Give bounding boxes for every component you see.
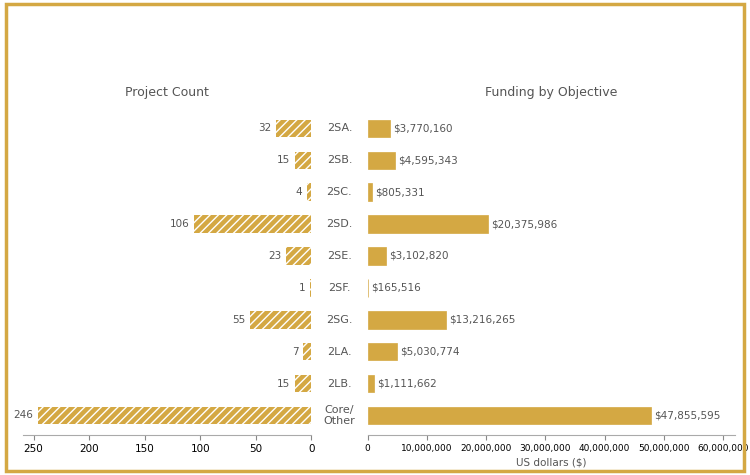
Text: $1,111,662: $1,111,662 [377, 379, 436, 389]
Text: 1: 1 [299, 283, 306, 293]
Text: 15: 15 [277, 155, 290, 165]
Bar [194, 215, 311, 233]
Text: 2SF.: 2SF. [328, 283, 350, 293]
Bar [368, 407, 651, 424]
Text: 55: 55 [232, 315, 246, 325]
Text: Funding by Objective: Funding by Objective [485, 86, 617, 99]
Text: 15: 15 [277, 379, 290, 389]
Text: $5,030,774: $5,030,774 [400, 347, 460, 357]
Text: 246: 246 [13, 410, 34, 420]
Text: 2SD.: 2SD. [326, 219, 352, 229]
Text: 2LB.: 2LB. [327, 379, 352, 389]
Bar [304, 343, 311, 361]
Text: 23: 23 [268, 251, 281, 261]
Bar [368, 152, 394, 169]
Bar [368, 183, 372, 201]
X-axis label: US dollars ($): US dollars ($) [516, 457, 586, 467]
Bar [307, 183, 311, 201]
Text: $13,216,265: $13,216,265 [448, 315, 515, 325]
Bar [368, 311, 446, 329]
Text: 2014: 2014 [352, 20, 398, 38]
Text: 2SB.: 2SB. [327, 155, 352, 165]
Bar [286, 247, 311, 265]
Bar [276, 120, 311, 137]
Text: Question 2 - Biology: Question 2 - Biology [304, 37, 446, 50]
Text: Project Count: Project Count [125, 86, 209, 99]
Text: Core/
Other: Core/ Other [323, 405, 356, 426]
Bar [368, 120, 390, 137]
Text: $165,516: $165,516 [371, 283, 422, 293]
Bar [310, 279, 311, 297]
Text: $3,102,820: $3,102,820 [388, 251, 448, 261]
Bar [368, 215, 488, 233]
Text: 2SA.: 2SA. [327, 124, 352, 133]
Text: 2LA.: 2LA. [327, 347, 352, 357]
Text: 106: 106 [170, 219, 189, 229]
Text: 32: 32 [258, 124, 272, 133]
Text: 2SC.: 2SC. [326, 187, 352, 197]
Text: $3,770,160: $3,770,160 [393, 124, 452, 133]
Text: $805,331: $805,331 [375, 187, 424, 197]
Bar [368, 247, 386, 265]
Text: Number of Projects: 504: Number of Projects: 504 [290, 78, 460, 91]
Text: $20,375,986: $20,375,986 [491, 219, 557, 229]
Text: 7: 7 [292, 347, 299, 357]
Text: 4: 4 [296, 187, 302, 197]
Text: Total Funding: $100,029,453: Total Funding: $100,029,453 [274, 57, 476, 70]
Bar [368, 375, 374, 392]
Bar [251, 311, 311, 329]
Bar [368, 343, 398, 361]
Bar [295, 375, 311, 392]
Text: $4,595,343: $4,595,343 [398, 155, 458, 165]
Bar [38, 407, 311, 424]
Bar [295, 152, 311, 169]
Text: 2SE.: 2SE. [327, 251, 352, 261]
Text: $47,855,595: $47,855,595 [654, 410, 721, 420]
Text: 2SG.: 2SG. [326, 315, 352, 325]
